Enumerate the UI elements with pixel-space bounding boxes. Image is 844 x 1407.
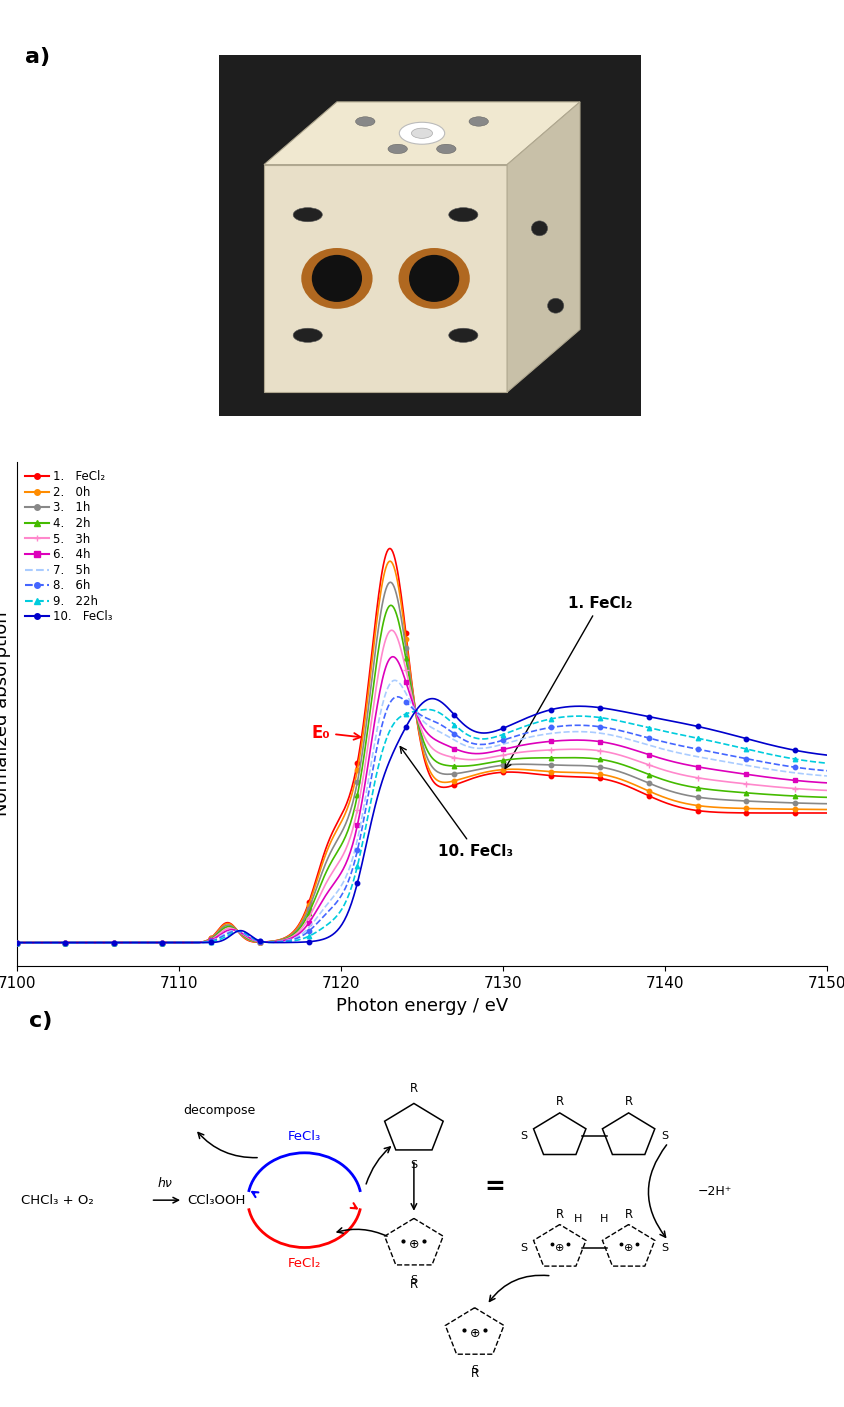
Circle shape — [469, 117, 489, 127]
Ellipse shape — [301, 248, 372, 308]
Text: R: R — [410, 1278, 418, 1292]
Y-axis label: Normalized absorption: Normalized absorption — [0, 612, 11, 816]
Text: ⊕: ⊕ — [555, 1242, 565, 1252]
Text: H: H — [574, 1214, 582, 1224]
Text: S: S — [520, 1131, 528, 1141]
Ellipse shape — [311, 255, 362, 303]
Text: S: S — [410, 1275, 418, 1285]
Text: ⊕: ⊕ — [469, 1327, 480, 1339]
Ellipse shape — [532, 221, 548, 236]
Text: R: R — [471, 1368, 479, 1380]
Text: 10. FeCl₃: 10. FeCl₃ — [400, 747, 513, 858]
Text: FeCl₂: FeCl₂ — [288, 1256, 322, 1271]
Text: hν: hν — [158, 1176, 172, 1190]
Text: −2H⁺: −2H⁺ — [697, 1185, 732, 1199]
Text: 1. FeCl₂: 1. FeCl₂ — [506, 595, 632, 768]
Text: R: R — [410, 1082, 418, 1095]
Text: ⊕: ⊕ — [624, 1242, 633, 1252]
Circle shape — [293, 208, 322, 222]
Text: a): a) — [25, 46, 50, 68]
Text: CCl₃OOH: CCl₃OOH — [187, 1193, 246, 1207]
X-axis label: Photon energy / eV: Photon energy / eV — [336, 996, 508, 1014]
Text: S: S — [410, 1161, 418, 1171]
Circle shape — [436, 145, 456, 153]
Polygon shape — [264, 101, 580, 165]
Legend: 1.   FeCl₂, 2.   0h, 3.   1h, 4.   2h, 5.   3h, 6.   4h, 7.   5h, 8.   6h, 9.   : 1. FeCl₂, 2. 0h, 3. 1h, 4. 2h, 5. 3h, 6.… — [23, 467, 116, 626]
Text: decompose: decompose — [183, 1104, 256, 1117]
Polygon shape — [507, 101, 580, 393]
Text: R: R — [555, 1207, 564, 1221]
FancyBboxPatch shape — [219, 55, 641, 415]
Ellipse shape — [548, 298, 564, 314]
Text: CHCl₃ + O₂: CHCl₃ + O₂ — [21, 1193, 94, 1207]
Text: FeCl₃: FeCl₃ — [288, 1130, 321, 1144]
Text: ⊕: ⊕ — [408, 1238, 419, 1251]
Circle shape — [449, 208, 478, 222]
Text: S: S — [661, 1242, 668, 1252]
Circle shape — [355, 117, 375, 127]
Circle shape — [293, 328, 322, 342]
Circle shape — [412, 128, 432, 138]
Text: c): c) — [29, 1010, 52, 1031]
Text: R: R — [625, 1207, 633, 1221]
Text: S: S — [520, 1242, 528, 1252]
Circle shape — [449, 328, 478, 342]
Ellipse shape — [398, 248, 470, 308]
Text: R: R — [555, 1095, 564, 1107]
Text: R: R — [625, 1095, 633, 1107]
Circle shape — [399, 122, 445, 145]
Ellipse shape — [409, 255, 459, 303]
Text: S: S — [471, 1365, 479, 1375]
Circle shape — [388, 145, 408, 153]
Text: E₀: E₀ — [311, 723, 360, 741]
FancyBboxPatch shape — [264, 165, 507, 393]
Text: =: = — [484, 1175, 506, 1199]
Text: S: S — [661, 1131, 668, 1141]
Text: H: H — [600, 1214, 609, 1224]
